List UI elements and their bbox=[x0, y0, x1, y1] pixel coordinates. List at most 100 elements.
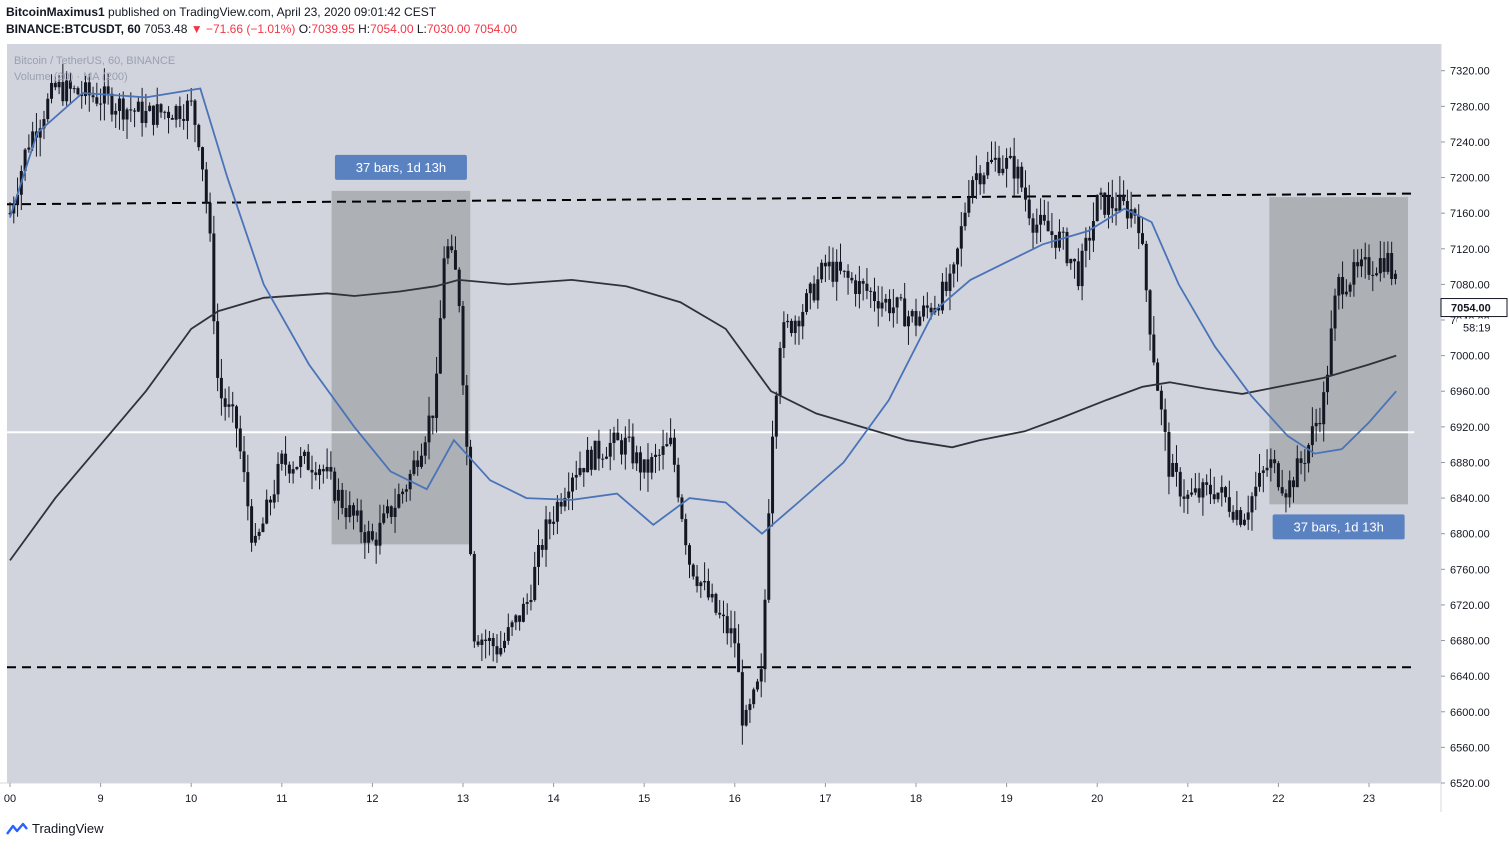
candle-body bbox=[578, 468, 582, 475]
candle-body bbox=[665, 444, 669, 447]
candle-body bbox=[306, 451, 310, 470]
candle-body bbox=[117, 98, 121, 111]
candle-body bbox=[1220, 487, 1224, 493]
candle-body bbox=[1186, 494, 1190, 499]
candle-body bbox=[763, 599, 767, 670]
candle-body bbox=[1231, 511, 1235, 520]
candle-body bbox=[1035, 224, 1039, 233]
candle-body bbox=[1322, 392, 1326, 425]
candle-body bbox=[729, 628, 733, 634]
candle-body bbox=[212, 233, 216, 322]
candle-body bbox=[925, 305, 929, 308]
candle-body bbox=[589, 449, 593, 470]
range-boxes bbox=[331, 190, 1408, 545]
plot-area[interactable] bbox=[7, 44, 1441, 783]
price-tick-label: 6880.00 bbox=[1450, 457, 1490, 469]
candle-body bbox=[238, 428, 242, 452]
candle-body bbox=[416, 460, 420, 467]
candle-body bbox=[978, 173, 982, 185]
candle-body bbox=[231, 404, 235, 407]
candle-body bbox=[355, 510, 359, 516]
candle-body bbox=[57, 81, 61, 88]
time-tick-label: 22 bbox=[1272, 793, 1284, 805]
candle-body bbox=[182, 118, 186, 121]
candle-body bbox=[793, 320, 797, 334]
candle-body bbox=[895, 297, 899, 308]
candle-body bbox=[302, 451, 306, 457]
candle-body bbox=[1276, 463, 1280, 488]
candle-body bbox=[276, 463, 280, 495]
candle-body bbox=[990, 159, 993, 163]
candle-body bbox=[329, 466, 333, 472]
candle-body bbox=[721, 614, 725, 617]
candle-body bbox=[533, 566, 537, 601]
candle-body bbox=[370, 531, 374, 540]
candle-body bbox=[268, 499, 272, 503]
candle-body bbox=[163, 111, 167, 113]
candle-body bbox=[321, 469, 325, 472]
candle-body bbox=[284, 453, 288, 465]
candle-body bbox=[1193, 488, 1197, 493]
candle-body bbox=[888, 298, 892, 314]
price-tick-label: 6680.00 bbox=[1450, 636, 1490, 648]
candles bbox=[8, 63, 1397, 745]
candle-body bbox=[453, 250, 457, 270]
time-axis[interactable]: 00 9 10 11 12 13 14 15 16 17 18 19 20 21 22 23 bbox=[4, 783, 1375, 805]
candle-body bbox=[1190, 492, 1194, 495]
candle-body bbox=[208, 202, 212, 234]
candle-body bbox=[1099, 192, 1103, 195]
candle-body bbox=[604, 456, 608, 459]
time-tick-label: 23 bbox=[1363, 793, 1375, 805]
candle-body bbox=[495, 646, 499, 655]
candle-body bbox=[129, 109, 133, 111]
candle-body bbox=[1265, 467, 1269, 471]
candle-body bbox=[1050, 231, 1054, 236]
candle-body bbox=[1103, 192, 1107, 215]
candle-body bbox=[46, 98, 50, 120]
candle-body bbox=[393, 507, 397, 517]
candle-body bbox=[755, 681, 759, 690]
candle-body bbox=[386, 506, 389, 514]
candle-body bbox=[442, 258, 446, 319]
current-price-tag bbox=[1440, 298, 1508, 318]
candle-body bbox=[155, 104, 159, 125]
candle-body bbox=[423, 442, 427, 456]
candle-body bbox=[827, 261, 831, 267]
candle-body bbox=[84, 82, 87, 97]
ma-fast-line bbox=[9, 87, 1397, 535]
candle-body bbox=[1329, 328, 1333, 375]
candle-body bbox=[446, 246, 450, 259]
candle-body bbox=[465, 385, 469, 447]
candle-body bbox=[574, 474, 578, 478]
candle-body bbox=[1023, 187, 1027, 200]
candle-body bbox=[740, 672, 744, 726]
candle-body bbox=[378, 522, 382, 546]
candle-body bbox=[435, 373, 439, 418]
candle-body bbox=[706, 580, 710, 598]
price-change: ▼ −71.66 (−1.01%) bbox=[190, 22, 296, 36]
candle-body bbox=[1197, 488, 1201, 498]
candle-body bbox=[956, 248, 960, 265]
author-name[interactable]: BitcoinMaximus1 bbox=[6, 5, 105, 19]
candle-body bbox=[1159, 390, 1163, 410]
candle-body bbox=[1314, 422, 1318, 427]
candle-body bbox=[1356, 262, 1360, 267]
candle-body bbox=[552, 521, 556, 524]
candle-body bbox=[937, 307, 941, 311]
candle-body bbox=[99, 103, 103, 105]
price-tick-label: 6560.00 bbox=[1450, 742, 1490, 754]
candle-body bbox=[608, 442, 612, 457]
candle-body bbox=[223, 398, 227, 407]
candle-body bbox=[27, 147, 31, 150]
candle-body bbox=[782, 322, 786, 348]
candle-body bbox=[367, 531, 371, 543]
candle-body bbox=[1375, 273, 1379, 276]
candle-body bbox=[280, 453, 284, 464]
time-tick-label: 21 bbox=[1182, 793, 1194, 805]
candle-body bbox=[1363, 257, 1367, 260]
price-axis[interactable]: 7320.00 7280.00 7240.00 7200.00 7160.00 7120.… bbox=[1441, 66, 1490, 790]
candle-body bbox=[1118, 194, 1122, 211]
footer-brand[interactable]: TradingView bbox=[6, 821, 104, 836]
candle-body bbox=[748, 704, 752, 710]
